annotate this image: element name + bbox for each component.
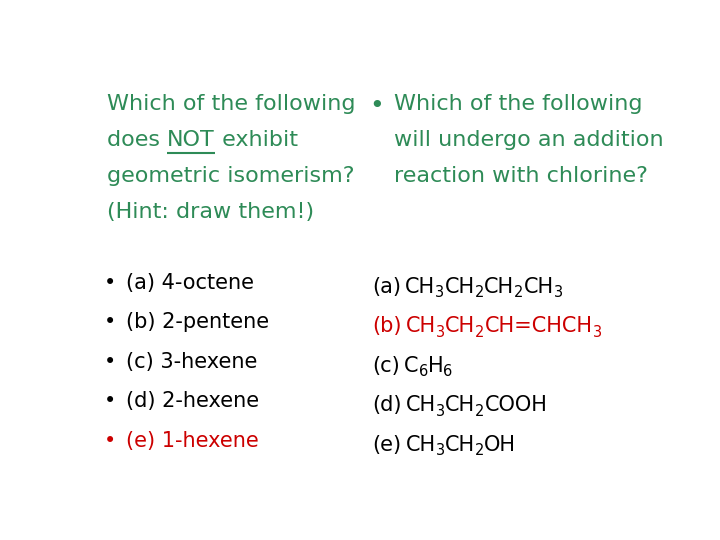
Text: 3: 3 <box>554 285 563 300</box>
Text: 6: 6 <box>444 364 453 379</box>
Text: •: • <box>104 312 116 332</box>
Text: •: • <box>104 273 116 293</box>
Text: 3: 3 <box>593 325 602 340</box>
Text: 2: 2 <box>475 325 485 340</box>
Text: 2: 2 <box>474 443 484 458</box>
Text: CH: CH <box>445 395 475 415</box>
Text: •: • <box>104 431 116 451</box>
Text: (d) 2-hexene: (d) 2-hexene <box>126 391 259 411</box>
Text: CH=CHCH: CH=CHCH <box>485 316 593 336</box>
Text: CH: CH <box>444 277 474 297</box>
Text: will undergo an addition: will undergo an addition <box>394 130 664 150</box>
Text: (b): (b) <box>372 316 401 336</box>
Text: CH: CH <box>484 277 514 297</box>
Text: CH: CH <box>445 435 474 455</box>
Text: 3: 3 <box>436 443 445 458</box>
Text: OH: OH <box>484 435 516 455</box>
Text: does: does <box>107 130 167 150</box>
Text: •: • <box>104 391 116 411</box>
Text: Which of the following: Which of the following <box>107 94 355 114</box>
Text: •: • <box>369 94 384 118</box>
Text: 2: 2 <box>475 404 485 418</box>
Text: reaction with chlorine?: reaction with chlorine? <box>394 166 648 186</box>
Text: (c) 3-hexene: (c) 3-hexene <box>126 352 258 372</box>
Text: (b) 2-pentene: (b) 2-pentene <box>126 312 269 332</box>
Text: (a): (a) <box>372 277 401 297</box>
Text: 3: 3 <box>436 325 445 340</box>
Text: (c): (c) <box>372 356 400 376</box>
Text: 2: 2 <box>474 285 484 300</box>
Text: 2: 2 <box>514 285 523 300</box>
Text: 3: 3 <box>436 285 444 300</box>
Text: (a) 4-octene: (a) 4-octene <box>126 273 254 293</box>
Text: NOT: NOT <box>167 130 215 150</box>
Text: •: • <box>104 352 116 372</box>
Text: CH: CH <box>445 316 475 336</box>
Text: 3: 3 <box>436 404 445 418</box>
Text: H: H <box>428 356 444 376</box>
Text: (d): (d) <box>372 395 401 415</box>
Text: geometric isomerism?: geometric isomerism? <box>107 166 354 186</box>
Text: (e): (e) <box>372 435 401 455</box>
Text: CH: CH <box>406 316 436 336</box>
Text: C: C <box>404 356 418 376</box>
Text: Which of the following: Which of the following <box>394 94 643 114</box>
Text: CH: CH <box>406 395 436 415</box>
Text: COOH: COOH <box>485 395 547 415</box>
Text: (e) 1-hexene: (e) 1-hexene <box>126 431 259 451</box>
Text: CH: CH <box>523 277 554 297</box>
Text: CH: CH <box>405 277 436 297</box>
Text: exhibit: exhibit <box>215 130 297 150</box>
Text: (Hint: draw them!): (Hint: draw them!) <box>107 202 314 222</box>
Text: 6: 6 <box>418 364 428 379</box>
Text: CH: CH <box>405 435 436 455</box>
